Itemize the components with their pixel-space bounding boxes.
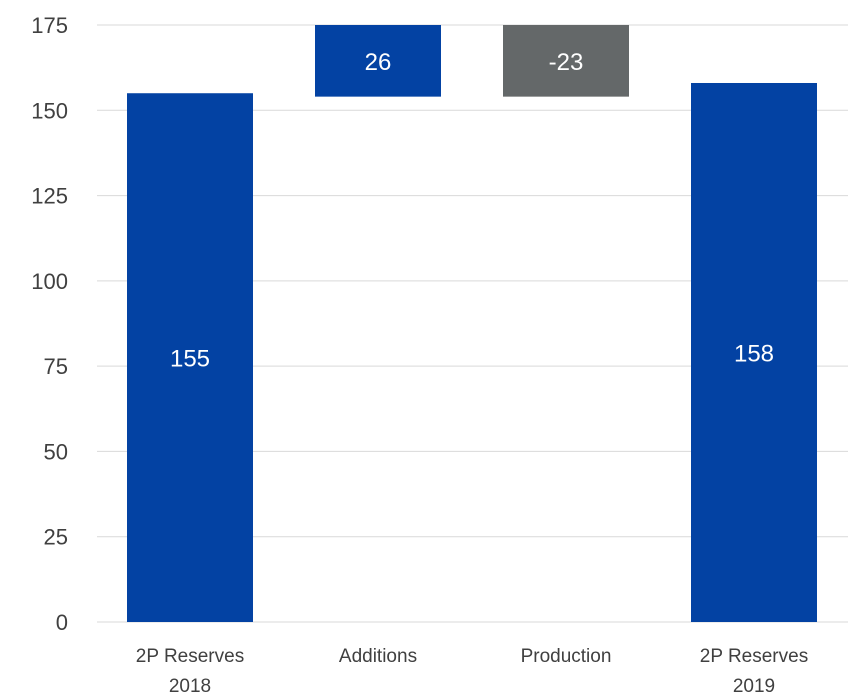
bar [127, 93, 253, 622]
data-label: 26 [365, 49, 392, 76]
category-label: 2P Reserves [700, 646, 808, 667]
category-label: 2019 [733, 676, 775, 694]
y-tick-label: 75 [44, 354, 68, 379]
category-label: Additions [339, 646, 417, 667]
bars [127, 25, 817, 623]
y-tick-label: 125 [31, 184, 68, 209]
bar [691, 82, 817, 623]
data-label: 158 [734, 340, 774, 367]
y-tick-label: 50 [44, 439, 68, 464]
y-tick-label: 0 [56, 610, 68, 635]
category-labels: 2P Reserves 2018 Additions Production 2P Res… [136, 646, 808, 694]
y-tick-label: 175 [31, 13, 68, 38]
bar [315, 25, 441, 97]
y-tick-label: 25 [44, 525, 68, 550]
data-labels: 155 26 -23 158 [170, 49, 774, 373]
y-tick-label: 150 [31, 98, 68, 123]
category-label: Production [521, 646, 612, 667]
data-label: 155 [170, 346, 210, 373]
category-label: 2P Reserves [136, 646, 244, 667]
data-label: -23 [549, 49, 584, 76]
category-label: 2018 [169, 676, 211, 694]
y-axis-ticks: 0 25 50 75 100 125 150 175 [31, 13, 68, 635]
y-tick-label: 100 [31, 269, 68, 294]
bar [503, 25, 629, 97]
